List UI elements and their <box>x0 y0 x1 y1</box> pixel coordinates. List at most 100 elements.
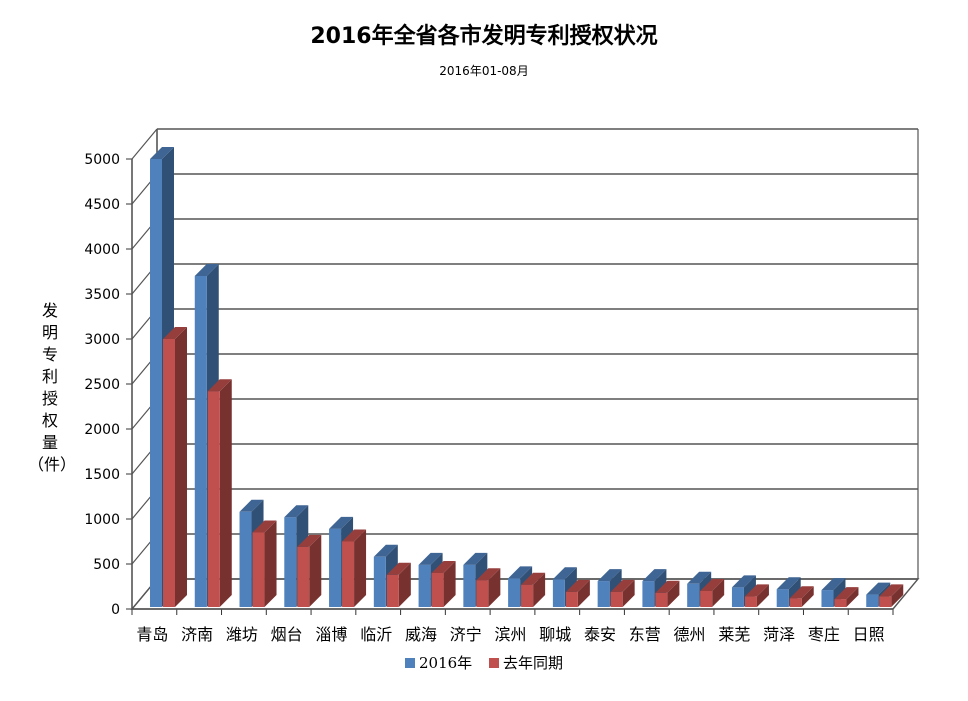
bar-last-year-6 <box>431 561 456 607</box>
bar-side <box>219 379 232 607</box>
bar-last-year-16 <box>879 584 904 607</box>
bar-front <box>744 596 757 607</box>
bar-top <box>431 561 456 573</box>
bar-last-year-7 <box>476 568 501 607</box>
y-tick-label: 5000 <box>84 152 120 168</box>
bar-top <box>386 562 411 575</box>
bar-front <box>284 517 297 607</box>
bar-top <box>150 147 174 159</box>
x-category-label: 济宁 <box>450 625 482 644</box>
bar-last-year-12 <box>700 579 725 607</box>
bar-top <box>418 552 443 565</box>
bar-top <box>239 499 264 512</box>
bar-front <box>386 574 399 607</box>
x-category-label: 潍坊 <box>226 625 258 644</box>
y-axis-label-char: （件） <box>28 455 77 474</box>
bar-front <box>297 546 310 607</box>
bar-top <box>565 579 590 592</box>
bar-front <box>789 598 802 607</box>
bar-front <box>463 564 476 607</box>
bar-front <box>866 594 879 607</box>
bar-top <box>463 552 488 565</box>
bar-side <box>667 580 680 607</box>
y-tick-label: 1000 <box>84 512 120 528</box>
bar-side <box>846 587 859 607</box>
x-category-label: 东营 <box>629 625 661 644</box>
bar-side <box>443 561 456 607</box>
x-category-label: 威海 <box>405 625 437 644</box>
bar-side <box>577 579 590 607</box>
y-axis-label-char: 量 <box>41 433 58 452</box>
bar-top <box>207 379 232 392</box>
bar-front <box>565 591 578 607</box>
bar-top <box>731 575 756 588</box>
bar-front <box>207 391 220 607</box>
bar-top <box>194 264 219 276</box>
bar-front <box>776 589 789 607</box>
bar-top <box>163 327 187 339</box>
bar-front <box>373 556 386 607</box>
bar-top <box>252 520 277 533</box>
bar-top <box>821 578 846 591</box>
bar-top <box>834 587 859 600</box>
bar-front <box>476 580 489 607</box>
legend-item-last-year: 去年同期 <box>488 652 563 673</box>
bar-front <box>194 276 207 607</box>
bar-front <box>508 578 521 607</box>
bar-side <box>309 534 322 607</box>
x-category-label: 淄博 <box>315 625 347 644</box>
bar-last-year-1 <box>207 379 232 607</box>
bar-front <box>150 159 162 607</box>
bar-top <box>521 572 546 585</box>
bar-front <box>610 591 623 607</box>
bar-side <box>891 584 904 607</box>
y-axis-label: 发明专利授权量 （件） <box>28 300 77 476</box>
bar-last-year-10 <box>610 579 635 607</box>
bar-top <box>744 584 769 597</box>
bar-top <box>776 577 801 590</box>
bar-last-year-8 <box>521 572 546 607</box>
y-tick-label: 4500 <box>84 197 120 213</box>
y-tick-label: 500 <box>93 557 120 573</box>
bar-last-year-9 <box>565 579 590 607</box>
bar-top <box>373 544 398 557</box>
y-axis-label-char: 权 <box>41 411 58 430</box>
x-category-label: 滨州 <box>494 625 526 644</box>
bar-top <box>789 586 814 599</box>
y-axis-label-char: 利 <box>41 367 58 386</box>
bar-front <box>597 581 610 607</box>
bar-last-year-4 <box>342 529 367 607</box>
bar-front <box>521 584 534 607</box>
bar-top <box>476 568 501 581</box>
bar-front <box>418 564 431 607</box>
bar-front <box>655 592 668 607</box>
bar-side <box>354 529 367 607</box>
y-axis-label-char: 专 <box>41 345 58 364</box>
bar-top <box>700 579 725 591</box>
x-category-label: 日照 <box>853 625 885 644</box>
bar-last-year-15 <box>834 587 859 607</box>
bar-top <box>687 571 712 584</box>
y-tick-label: 3500 <box>84 287 120 303</box>
bar-top <box>342 529 367 542</box>
y-tick-label: 1500 <box>84 467 120 483</box>
bar-top <box>597 569 622 582</box>
y-tick-label: 2500 <box>84 377 120 393</box>
bar-last-year-3 <box>297 534 322 607</box>
bar-side <box>488 568 501 607</box>
bar-front <box>252 532 265 607</box>
bar-top <box>610 579 635 592</box>
bar-front <box>431 573 444 607</box>
bar-last-year-14 <box>789 586 814 607</box>
legend-label-2016: 2016年 <box>419 654 473 672</box>
bar-front <box>342 541 355 607</box>
bar-front <box>329 528 342 607</box>
chart-subtitle: 2016年01-08月 <box>439 64 529 78</box>
y-tick-label: 3000 <box>84 332 120 348</box>
bar-top <box>642 569 667 582</box>
x-category-label: 泰安 <box>584 625 616 644</box>
bar-front <box>239 511 252 607</box>
bar-top <box>508 566 533 579</box>
bar-front <box>642 581 655 607</box>
bar-front <box>163 339 175 607</box>
